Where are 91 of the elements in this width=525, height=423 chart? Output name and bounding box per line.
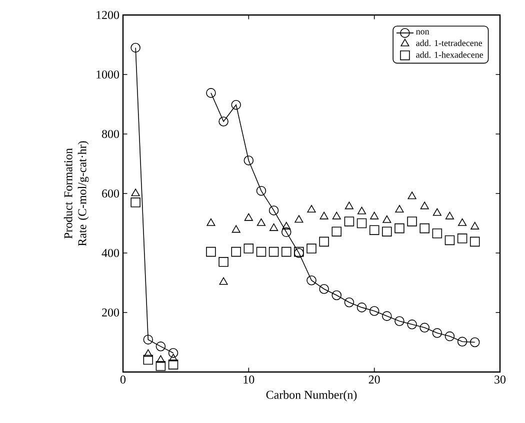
point [206,218,216,226]
point [206,88,216,98]
point [408,192,416,200]
point [382,311,392,321]
point [382,226,392,236]
point [319,236,329,247]
point [407,216,417,226]
point [470,337,480,348]
point [294,215,304,223]
point [244,156,254,166]
point [356,302,367,312]
legend-label: non [416,30,430,34]
y-tick-label: 1000 [96,70,120,79]
point [470,236,480,247]
point [444,235,455,246]
point [432,228,442,238]
point [369,306,380,316]
point [218,116,228,126]
point [457,234,468,244]
point [444,331,455,342]
point [458,218,467,226]
point [282,222,291,230]
x-tick-label: 20 [368,376,380,384]
legend-label: add. 1-tetradecene [416,40,482,46]
point [306,244,316,254]
point [168,360,178,370]
point [244,213,253,221]
point [144,349,152,357]
y-tick-label: 600 [102,189,120,198]
y-tick-label: 400 [102,248,120,258]
point [232,225,240,233]
point [256,218,266,226]
point [270,223,278,231]
x-tick-label: 10 [244,376,254,384]
point [219,277,228,285]
point [206,246,216,257]
point [131,188,140,196]
point [344,202,354,210]
point [244,244,254,254]
point [332,226,342,236]
point [356,218,367,228]
point [168,354,178,362]
point [156,355,165,363]
x-axis-title: Carbon Number(n) [266,390,357,402]
y-tick-label: 200 [102,308,120,317]
point [420,322,430,333]
point [370,212,379,220]
point [344,216,354,226]
point [130,42,140,53]
point [445,212,454,220]
point [394,223,404,234]
point [306,275,316,286]
point [268,246,279,257]
point [143,334,154,344]
point [156,361,166,371]
point [231,246,241,257]
point [357,206,366,214]
point [218,257,228,267]
point [281,227,292,238]
point [156,342,166,352]
y-tick-label: 800 [102,130,120,138]
x-tick-label: 0 [120,376,126,384]
point [457,336,468,347]
point [407,320,417,330]
point [470,222,480,230]
point [231,100,241,110]
point [420,202,429,210]
point [268,206,279,216]
point [319,284,329,294]
x-tick-label: 30 [494,376,506,384]
point [432,328,442,338]
point [332,212,341,220]
point [256,186,266,196]
point [369,225,380,235]
point [395,204,404,213]
point [168,348,178,358]
point [394,316,404,326]
point [320,212,328,220]
point [420,223,430,234]
point [256,246,266,257]
point [143,354,154,365]
y-tick-label: 1200 [96,10,120,20]
point [432,208,442,216]
legend-label: add. 1-hexadecene [416,52,484,58]
point [332,290,342,300]
point [344,298,354,308]
point [382,215,392,223]
point [130,198,140,208]
point [307,204,316,213]
point [281,246,292,257]
y-axis-title: Product Formation Rate (C-mol/g-cat·hr) [64,141,89,246]
